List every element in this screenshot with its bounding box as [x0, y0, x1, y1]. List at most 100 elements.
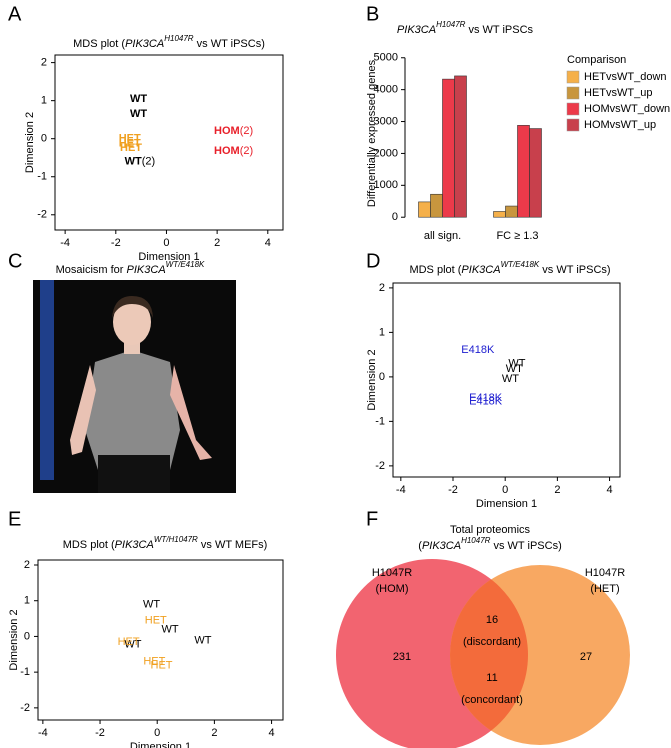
point-label: HOM(2)	[214, 125, 253, 137]
bar	[454, 75, 467, 218]
legend-label: HOMvsWT_down	[584, 103, 670, 115]
x-tick-label: -4	[38, 727, 48, 739]
point-label: E418K	[461, 344, 495, 356]
title-part: vs WT iPSCs	[465, 24, 533, 36]
point-label: WT	[124, 638, 141, 650]
y-axis-label: Dimension 2	[366, 349, 378, 410]
point-label: WT	[194, 635, 211, 647]
point-label: HET	[118, 636, 140, 648]
panel-letter: C	[8, 250, 22, 272]
y-tick-label: 1	[379, 326, 385, 338]
y-tick-label: 2	[41, 57, 47, 69]
chart-title: Total proteomics	[450, 524, 531, 536]
point-name: E418K	[469, 392, 503, 404]
set-name: H1047R	[372, 567, 412, 579]
point-label: WT	[130, 108, 147, 120]
point-name: HET	[120, 142, 142, 154]
point-label: HET	[145, 614, 167, 626]
title-part: Mosaicism for	[56, 264, 127, 276]
point-name: HET	[119, 133, 141, 145]
plot-frame	[392, 282, 621, 478]
point-name: WT	[143, 598, 160, 610]
bar	[418, 201, 431, 218]
point-label: WT(2)	[125, 155, 156, 167]
panel-letter: E	[8, 508, 21, 530]
point-label: HOM(2)	[214, 145, 253, 157]
y-tick-label: -2	[20, 702, 30, 714]
point-label: HET	[119, 137, 141, 149]
title-part: (	[418, 540, 422, 552]
point-name: WT	[162, 623, 179, 635]
title-part: PIK3CA	[127, 264, 166, 276]
y-axis-label: Differentially expressed genes	[366, 59, 378, 207]
x-tick-label: 2	[211, 727, 217, 739]
y-tick-label: 4000	[374, 84, 398, 96]
x-tick-label: -2	[448, 484, 458, 496]
x-tick-label: 4	[269, 727, 275, 739]
y-tick-label: 2	[379, 282, 385, 294]
point-name: HOM	[214, 145, 240, 157]
title-part: H1047R	[461, 536, 491, 545]
point-name: WT	[506, 363, 523, 375]
point-label: WT	[506, 363, 523, 375]
x-tick-label: -2	[95, 727, 105, 739]
overlap-count: 11	[486, 672, 497, 684]
x-tick-label: 2	[554, 484, 560, 496]
bar	[493, 211, 506, 218]
x-tick-label: 0	[163, 237, 169, 249]
legend-title: Comparison	[567, 54, 626, 66]
x-tick-label: 2	[214, 237, 220, 249]
point-name: E418K	[469, 395, 503, 407]
y-tick-label: 1000	[374, 179, 398, 191]
title-part: PIK3CA	[422, 540, 461, 552]
point-name: HOM	[214, 125, 240, 137]
point-name: E418K	[461, 344, 495, 356]
overlap-count: 16	[486, 614, 498, 626]
x-axis-label: Dimension 1	[130, 741, 191, 748]
title-part: WT/E418K	[166, 260, 205, 269]
point-count: (2)	[240, 125, 253, 137]
y-tick-label: -1	[20, 666, 30, 678]
title-part: PIK3CA	[115, 539, 154, 551]
title-part: Total proteomics	[450, 524, 531, 536]
point-name: WT	[130, 108, 147, 120]
title-part: H1047R	[164, 34, 194, 43]
point-label: WT	[508, 357, 525, 369]
point-name: WT	[194, 635, 211, 647]
y-tick-label: -2	[375, 460, 385, 472]
bar	[505, 205, 518, 218]
point-label: HET	[143, 655, 165, 667]
title-part: MDS plot (	[63, 539, 115, 551]
region-count: 231	[393, 651, 411, 663]
overlap-label: (concordant)	[461, 694, 523, 706]
title-part: PIK3CA	[125, 38, 164, 50]
chart-title: MDS plot (PIK3CAH1047R vs WT iPSCs)	[73, 34, 265, 50]
point-name: WT	[125, 155, 142, 167]
title-part: vs WT iPSCs)	[194, 38, 265, 50]
panel-letter: F	[366, 508, 378, 530]
point-name: WT	[124, 638, 141, 650]
point-name: HET	[145, 614, 167, 626]
bar	[529, 128, 542, 218]
x-tick-label: all sign.	[424, 230, 461, 242]
title-part: H1047R	[436, 20, 466, 29]
y-tick-label: 1	[24, 595, 30, 607]
x-tick-label: 4	[607, 484, 613, 496]
x-tick-label: 0	[154, 727, 160, 739]
title-part: PIK3CA	[461, 264, 500, 276]
chart-title: PIK3CAH1047R vs WT iPSCs	[397, 20, 534, 36]
point-count: (2)	[240, 145, 253, 157]
legend-swatch	[566, 70, 580, 84]
bar	[430, 193, 443, 218]
point-label: HET	[151, 660, 173, 672]
chart-title: MDS plot (PIK3CAWT/H1047R vs WT MEFs)	[63, 535, 268, 551]
point-name: WT	[508, 357, 525, 369]
plot-frame	[54, 54, 284, 231]
y-tick-label: 0	[41, 133, 47, 145]
title-part: MDS plot (	[409, 264, 461, 276]
venn-overlap	[450, 565, 528, 745]
x-tick-label: 4	[265, 237, 271, 249]
y-tick-label: -1	[37, 171, 47, 183]
y-tick-label: 2	[24, 559, 30, 571]
